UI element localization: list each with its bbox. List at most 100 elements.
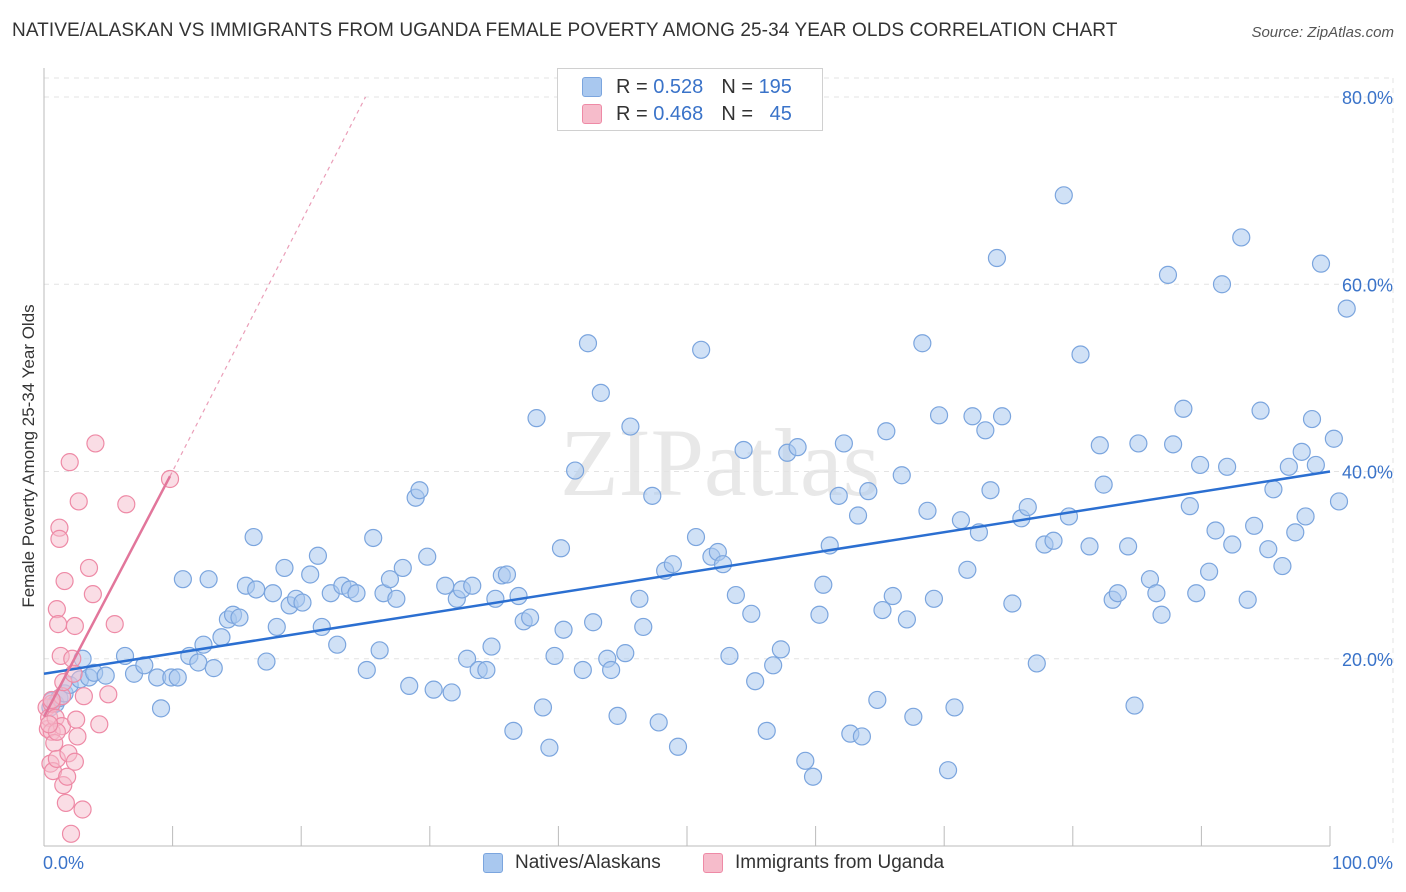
data-point-natives: [757, 721, 776, 740]
data-point-uganda: [86, 434, 105, 453]
data-point-natives: [1090, 436, 1109, 455]
data-point-natives: [834, 434, 853, 453]
data-point-natives: [796, 751, 815, 770]
data-point-uganda: [55, 571, 74, 591]
data-point-natives: [1125, 696, 1144, 715]
data-point-natives: [1191, 455, 1210, 475]
data-point-natives: [951, 511, 971, 530]
data-point-uganda: [40, 715, 59, 734]
data-point-natives: [616, 644, 635, 663]
data-point-natives: [96, 666, 115, 685]
y-tick-label: 40.0%: [1342, 463, 1393, 483]
data-point-natives: [1152, 605, 1171, 624]
data-point-natives: [1003, 594, 1022, 613]
data-point-natives: [1108, 584, 1127, 603]
trend-line-uganda-extension: [169, 96, 367, 477]
data-point-natives: [1180, 497, 1199, 516]
data-point-uganda: [67, 710, 86, 729]
data-point-natives: [387, 589, 406, 608]
data-point-natives: [913, 334, 932, 353]
data-point-natives: [1206, 521, 1225, 540]
data-point-natives: [263, 584, 283, 603]
series-legend-uganda: Immigrants from Uganda: [703, 852, 944, 874]
data-point-natives: [963, 407, 982, 426]
data-point-uganda: [49, 615, 68, 634]
legend-row-uganda: R = 0.468 N = 45: [582, 102, 792, 126]
data-point-natives: [746, 672, 765, 691]
data-point-natives: [742, 604, 761, 623]
data-point-natives: [720, 646, 739, 666]
data-point-natives: [410, 481, 429, 500]
data-point-natives: [370, 641, 389, 660]
data-point-natives: [904, 707, 923, 726]
trend-lines: [42, 96, 1331, 718]
data-point-natives: [497, 565, 517, 584]
data-point-natives: [1238, 590, 1257, 609]
data-point-natives: [1329, 492, 1349, 511]
data-point-natives: [1071, 345, 1090, 364]
data-point-natives: [357, 660, 376, 680]
data-point-natives: [477, 660, 496, 680]
data-point-natives: [1200, 562, 1219, 581]
data-point-natives: [247, 580, 266, 599]
series-natives-alaskans: [41, 186, 1356, 786]
data-point-natives: [199, 570, 218, 589]
data-point-natives: [692, 340, 711, 359]
x-tick-label: 100.0%: [1332, 853, 1393, 873]
data-point-natives: [457, 649, 477, 668]
data-point-natives: [151, 699, 171, 718]
data-point-natives: [788, 438, 807, 457]
y-axis-label: Female Poverty Among 25-34 Year Olds: [19, 304, 38, 607]
data-point-natives: [602, 660, 621, 680]
data-point-natives: [347, 584, 366, 603]
data-point-natives: [400, 676, 419, 696]
data-point-natives: [482, 637, 501, 656]
legend-n-label: N =: [721, 102, 753, 125]
data-point-natives: [189, 653, 208, 672]
data-point-natives: [312, 617, 331, 637]
data-point-natives: [1259, 540, 1278, 559]
data-point-natives: [301, 565, 320, 584]
legend-r-value: 0.468: [653, 102, 704, 125]
data-point-natives: [554, 620, 573, 639]
data-point-natives: [1044, 531, 1063, 550]
legend: R = 0.528 N = 195 R = 0.468 N = 45: [557, 68, 823, 131]
watermark: ZIPatlas: [560, 409, 880, 516]
data-point-natives: [328, 635, 347, 654]
legend-swatch-pink: [582, 104, 602, 124]
legend-n-label: N =: [721, 75, 753, 98]
data-point-natives: [212, 628, 231, 647]
data-point-natives: [1187, 584, 1206, 603]
data-point-uganda: [69, 492, 88, 511]
data-point-natives: [643, 486, 662, 505]
data-point-uganda: [68, 727, 87, 746]
data-point-uganda: [60, 453, 79, 472]
data-point-uganda: [74, 687, 93, 706]
series-legend-swatch-pink: [703, 853, 723, 873]
data-point-natives: [1273, 556, 1292, 576]
data-point-natives: [938, 761, 958, 780]
data-point-natives: [803, 767, 823, 786]
data-point-natives: [1302, 409, 1322, 429]
data-point-natives: [630, 589, 649, 608]
data-point-natives: [1094, 475, 1113, 494]
tick-labels: 20.0% 40.0% 60.0% 80.0% 0.0% 100.0%: [43, 88, 1393, 873]
data-point-natives: [1337, 299, 1356, 318]
series-legend: Natives/Alaskans Immigrants from Uganda: [0, 852, 1406, 876]
data-point-natives: [1264, 480, 1283, 499]
series-immigrants-uganda: [37, 434, 180, 843]
data-point-natives: [584, 613, 603, 632]
data-point-natives: [1311, 254, 1331, 273]
data-point-natives: [1232, 228, 1251, 247]
data-point-natives: [509, 586, 528, 606]
data-point-natives: [380, 570, 400, 589]
data-point-natives: [257, 652, 276, 671]
data-point-natives: [573, 660, 592, 680]
data-point-natives: [634, 617, 653, 637]
series-legend-label: Immigrants from Uganda: [735, 852, 945, 873]
data-point-uganda: [50, 529, 69, 549]
series-legend-label: Natives/Alaskans: [515, 852, 661, 873]
data-point-uganda: [58, 767, 77, 786]
data-point-natives: [608, 706, 627, 725]
data-point-natives: [230, 608, 249, 627]
